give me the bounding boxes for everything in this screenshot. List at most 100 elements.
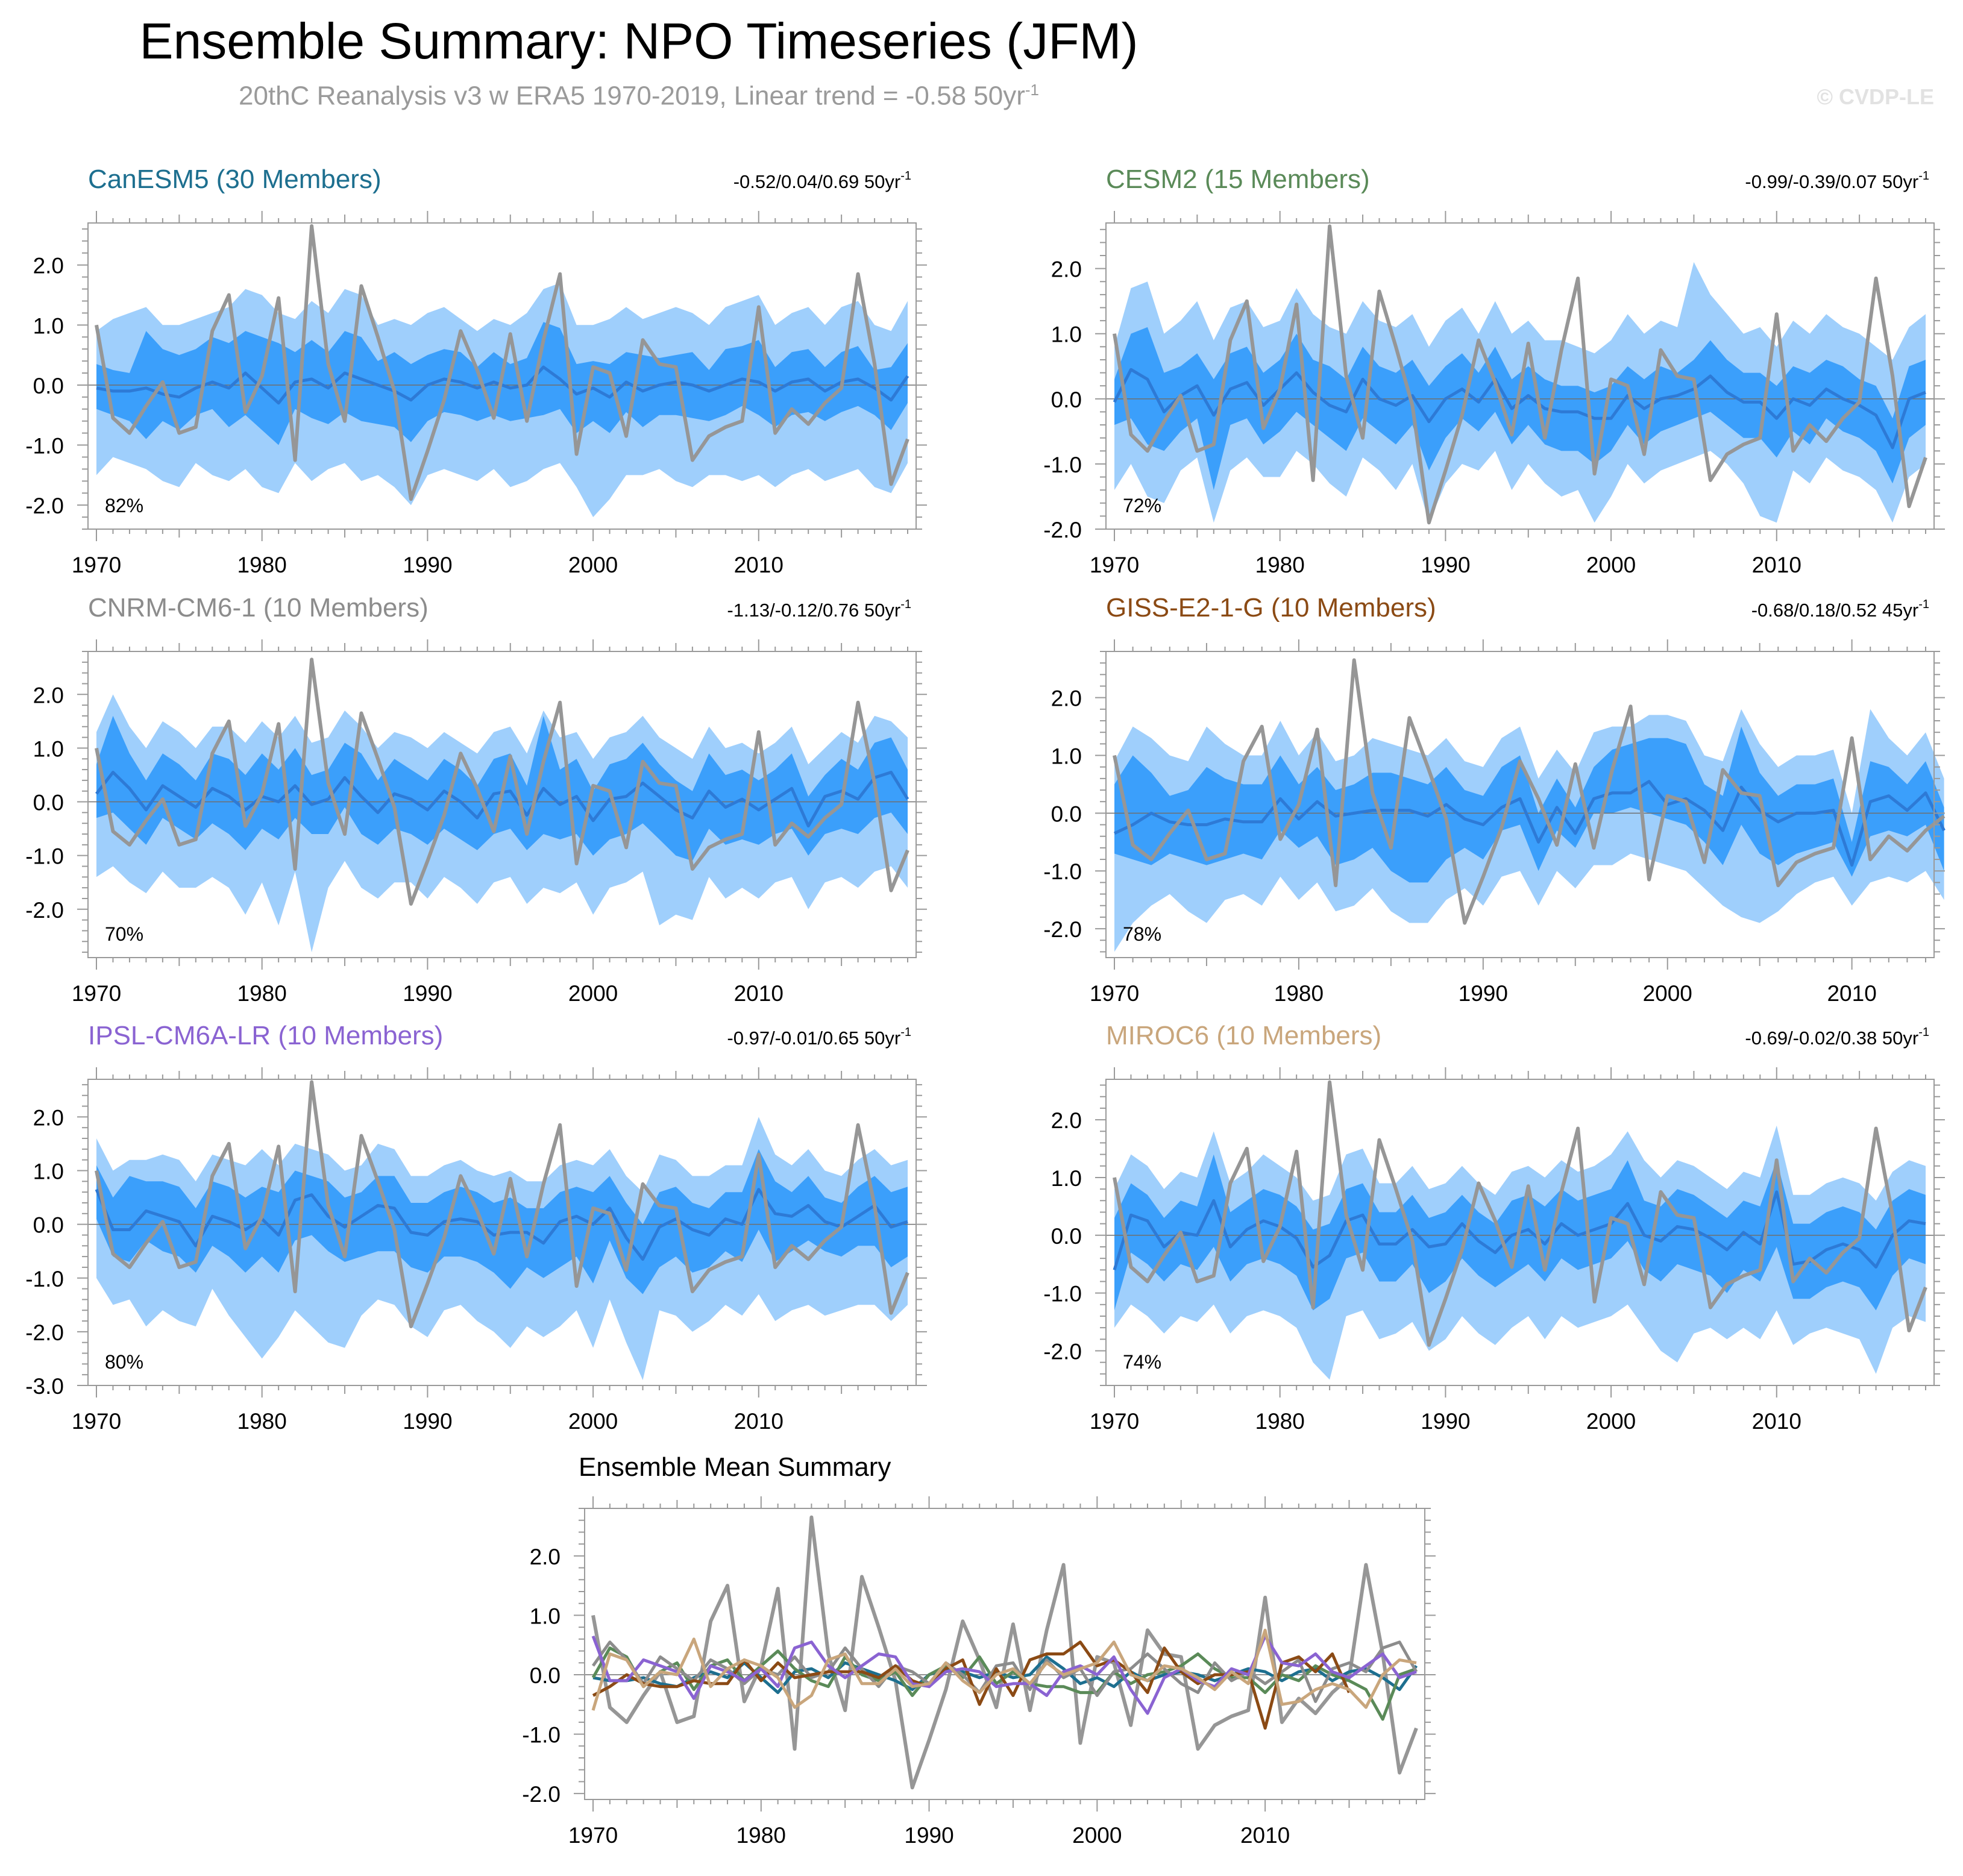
y-tick-label: 2.0 [1051, 257, 1082, 282]
y-tick-label: 1.0 [530, 1604, 561, 1628]
plot-frame [584, 1508, 1425, 1800]
y-tick-label: 0.0 [33, 374, 64, 398]
x-tick-label: 1980 [737, 1823, 786, 1848]
x-tick-label: 2000 [1586, 553, 1636, 577]
y-tick-label: 2.0 [1051, 1108, 1082, 1133]
panel-title: MIROC6 (10 Members) [1106, 1021, 1381, 1050]
y-tick-label: -3.0 [25, 1374, 64, 1399]
trend-value: -0.99/-0.39/0.07 50yr [1745, 171, 1918, 192]
plot-frame [87, 222, 917, 530]
y-tick-label: 0.0 [530, 1663, 561, 1688]
chart-panel-6: 2.0 1.0 0.0 -1.0 -2.0 1970 1980 1990 2000 2010 Ens… [522, 1452, 1436, 1848]
y-tick-label: 0.0 [1051, 1224, 1082, 1249]
x-tick-label: 1990 [403, 981, 452, 1006]
chart-panel-5: 2.0 1.0 0.0 -1.0 -2.0 1970 1980 1990 2000 2010 MIR… [1043, 1021, 1945, 1434]
x-tick-label: 1970 [1090, 1409, 1139, 1434]
y-tick-label: -1.0 [1043, 453, 1082, 477]
x-tick-label: 1980 [1255, 553, 1305, 577]
y-tick-label: 2.0 [33, 683, 64, 707]
percent-label: 70% [105, 923, 143, 945]
x-tick-label: 1980 [237, 1409, 287, 1434]
series-line-miroc6 [591, 1628, 1417, 1711]
x-tick-label: 2000 [1643, 981, 1692, 1006]
x-tick-label: 2000 [568, 1409, 618, 1434]
chart-panel-1: 2.0 1.0 0.0 -1.0 -2.0 1970 1980 1990 2000 2010 CES… [1043, 165, 1945, 577]
panel-title: CESM2 (15 Members) [1106, 165, 1370, 194]
chart-panel-2: 2.0 1.0 0.0 -1.0 -2.0 1970 1980 1990 2000 2010 CNR… [25, 593, 927, 1006]
figure-subtitle: 20thC Reanalysis v3 w ERA5 1970-2019, Li… [0, 81, 1278, 111]
percent-label: 80% [105, 1351, 143, 1373]
percent-label: 72% [1123, 495, 1161, 516]
x-tick-label: 1970 [72, 553, 121, 577]
trend-value: -0.97/-0.01/0.65 50yr [727, 1027, 900, 1049]
y-tick-label: 0.0 [33, 791, 64, 815]
observed-line [95, 657, 909, 906]
y-tick-label: 0.0 [1051, 802, 1082, 826]
percent-label: 78% [1123, 923, 1161, 945]
x-tick-label: 1990 [1459, 981, 1508, 1006]
y-tick-label: -2.0 [1043, 1339, 1082, 1364]
x-tick-label: 1980 [1274, 981, 1324, 1006]
series-line-giss-e2-1-g [592, 1640, 1351, 1730]
plot-frame [87, 651, 917, 958]
x-tick-label: 1980 [237, 981, 287, 1006]
plot-frame [87, 1079, 917, 1386]
y-tick-label: 1.0 [1051, 1166, 1082, 1191]
x-tick-label: 1970 [72, 981, 121, 1006]
x-tick-label: 2010 [734, 1409, 784, 1434]
trend-label: -0.97/-0.01/0.65 50yr-1 [727, 1026, 911, 1049]
subtitle-text: 20thC Reanalysis v3 w ERA5 1970-2019, Li… [239, 81, 1025, 111]
x-tick-label: 2010 [1827, 981, 1876, 1006]
y-tick-label: 1.0 [1051, 322, 1082, 347]
trend-label: -0.68/0.18/0.52 45yr-1 [1751, 598, 1929, 621]
observed-line [95, 224, 909, 501]
x-tick-label: 1990 [1421, 1409, 1470, 1434]
y-tick-label: -1.0 [1043, 1282, 1082, 1307]
ensemble-mean-line [1113, 368, 1926, 450]
y-tick-label: -1.0 [25, 1267, 64, 1291]
trend-label: -0.52/0.04/0.69 50yr-1 [733, 169, 911, 192]
panel-title: GISS-E2-1-G (10 Members) [1106, 593, 1436, 623]
x-tick-label: 2010 [1752, 1409, 1801, 1434]
plot-frame [1105, 1079, 1935, 1386]
series-line-ipsl-cm6a-lr [591, 1634, 1417, 1715]
trend-superscript: -1 [900, 1026, 911, 1039]
subtitle-superscript: -1 [1025, 81, 1039, 99]
panel-title: CanESM5 (30 Members) [88, 165, 382, 194]
trend-superscript: -1 [1918, 598, 1929, 611]
x-tick-label: 2000 [568, 553, 618, 577]
trend-value: -0.69/-0.02/0.38 50yr [1745, 1027, 1918, 1049]
y-tick-label: -1.0 [1043, 859, 1082, 884]
y-tick-label: -2.0 [25, 494, 64, 518]
x-tick-label: 1990 [403, 553, 452, 577]
trend-label: -1.13/-0.12/0.76 50yr-1 [727, 598, 911, 621]
observed-line [1113, 224, 1927, 525]
trend-superscript: -1 [900, 169, 911, 183]
percent-label: 82% [105, 495, 143, 516]
y-tick-label: 1.0 [1051, 744, 1082, 769]
figure-title: Ensemble Summary: NPO Timeseries (JFM) [139, 13, 1139, 69]
trend-value: -0.68/0.18/0.52 45yr [1751, 600, 1918, 621]
panel-title: Ensemble Mean Summary [579, 1452, 891, 1482]
observed-line [1113, 1080, 1927, 1347]
y-tick-label: 2.0 [33, 1105, 64, 1130]
y-tick-label: -2.0 [1043, 917, 1082, 942]
x-tick-label: 1970 [1090, 553, 1139, 577]
trend-superscript: -1 [1918, 1026, 1929, 1039]
chart-panel-0: 2.0 1.0 0.0 -1.0 -2.0 1970 1980 1990 2000 2010 Can… [25, 165, 927, 577]
ensemble-inner-range [1114, 726, 1944, 883]
x-tick-label: 1980 [1255, 1409, 1305, 1434]
watermark: © CVDP-LE [1817, 84, 1934, 109]
y-tick-label: 0.0 [33, 1213, 64, 1238]
x-tick-label: 1990 [1421, 553, 1470, 577]
x-tick-label: 2000 [1586, 1409, 1636, 1434]
plot-frame [1105, 222, 1935, 530]
x-tick-label: 1970 [568, 1823, 618, 1848]
x-tick-label: 2010 [734, 981, 784, 1006]
y-tick-label: 1.0 [33, 736, 64, 761]
x-tick-label: 1970 [1090, 981, 1139, 1006]
trend-value: -0.52/0.04/0.69 50yr [733, 171, 900, 192]
trend-superscript: -1 [1918, 169, 1929, 183]
ensemble-inner-range [1114, 327, 1926, 491]
